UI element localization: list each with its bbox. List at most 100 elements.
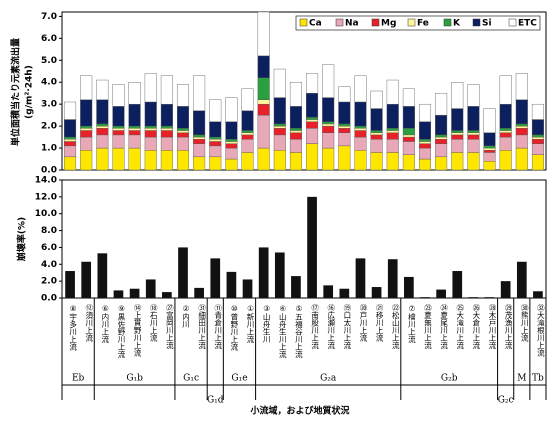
bar-segment — [144, 130, 157, 138]
bar-segment — [354, 75, 367, 103]
plot-frame — [61, 179, 547, 299]
bar-segment — [80, 150, 93, 171]
bar-segment — [96, 123, 109, 127]
y-tick-label: 6.0 — [41, 34, 57, 44]
legend-swatch — [335, 18, 344, 27]
bar-segment — [386, 79, 399, 105]
bar-segment — [289, 106, 302, 129]
bar-segment — [531, 143, 544, 155]
bar-segment — [499, 75, 512, 105]
bar — [339, 288, 350, 298]
bar — [274, 252, 285, 298]
bar-segment — [386, 132, 399, 140]
x-tick-label: ⑯広瀬川上流 — [326, 304, 335, 351]
bar-segment — [112, 84, 125, 107]
group-label: Tb — [532, 374, 544, 384]
bar-segment — [176, 136, 190, 151]
bar-segment — [128, 134, 141, 149]
plot-frame — [61, 11, 547, 171]
legend-label: Si — [482, 19, 492, 29]
bar-segment — [435, 143, 448, 158]
bar-segment — [467, 84, 480, 107]
bar-segment — [257, 99, 270, 105]
bar-segment — [435, 134, 448, 138]
bar — [533, 291, 543, 298]
x-tick-label: ⑤五福谷川上流 — [294, 304, 303, 359]
x-tick-label: ⑭上貫野川上流 — [133, 304, 142, 358]
bar — [323, 285, 334, 298]
bar-segment — [225, 143, 238, 149]
bar-segment — [386, 128, 399, 131]
bar-segment — [515, 125, 528, 129]
bar-segment — [354, 150, 367, 171]
bar-segment — [225, 141, 238, 144]
bar — [162, 292, 172, 298]
bar-segment — [241, 88, 254, 111]
bar-segment — [209, 156, 222, 171]
bar-segment — [273, 128, 286, 136]
bar — [371, 287, 382, 298]
bar-segment — [499, 136, 512, 151]
bar-segment — [193, 136, 206, 140]
bar-segment — [338, 125, 351, 129]
bar-segment — [418, 121, 432, 140]
bar-segment — [306, 73, 319, 94]
y-tick-label: 4.0 — [41, 260, 57, 270]
bar-segment — [370, 130, 383, 133]
bar-segment — [289, 82, 302, 107]
x-tick-label: ㉚熊川上流 — [520, 304, 529, 343]
bar-segment — [370, 152, 383, 171]
x-tick-label: ⑪青倉川上流 — [214, 304, 223, 351]
y-tick-label: 5.0 — [41, 56, 57, 66]
bar-segment — [225, 147, 238, 160]
x-tick-label: ②内川 — [182, 304, 191, 328]
bar-segment — [418, 139, 432, 142]
bar — [226, 271, 237, 298]
legend-label: Ca — [309, 19, 322, 29]
bar-segment — [225, 121, 238, 140]
bar — [242, 279, 253, 298]
group-label: G₁d — [207, 396, 224, 406]
bar-segment — [306, 121, 319, 129]
bar-segment — [289, 132, 302, 140]
bar-segment — [176, 130, 190, 133]
legend-swatch — [371, 18, 380, 27]
bar — [258, 247, 269, 298]
x-tick-label: ⑨黒佐野川上流 — [117, 304, 126, 359]
bar — [194, 287, 204, 298]
legend-label: ETC — [518, 19, 537, 29]
bar-segment — [451, 130, 464, 133]
bar-segment — [515, 134, 528, 149]
bar-segment — [531, 136, 544, 140]
bar — [404, 276, 414, 298]
bar-segment — [193, 156, 206, 171]
bar-segment — [241, 132, 254, 136]
y-tick-label: 0.0 — [41, 166, 57, 176]
bar-segment — [80, 75, 93, 100]
bar — [145, 279, 156, 298]
bar-segment — [467, 139, 480, 153]
bar-segment — [451, 139, 464, 153]
bar-segment — [483, 145, 496, 149]
x-tick-label: ㉖大倉川上流 — [472, 304, 481, 351]
bar-segment — [160, 128, 173, 131]
y-tick-label: 2.0 — [41, 122, 57, 132]
bar-segment — [354, 136, 367, 151]
bar-segment — [306, 143, 319, 171]
bar-segment — [64, 145, 77, 158]
x-tick-label: ⑰南股川上流 — [310, 304, 319, 351]
bar-segment — [241, 130, 254, 133]
bar-segment — [225, 139, 238, 142]
bar — [113, 290, 124, 298]
bar-segment — [483, 161, 496, 171]
bar-segment — [370, 134, 383, 140]
x-tick-label: ㉔夏尾川上流 — [439, 304, 448, 351]
bar-segment — [435, 139, 448, 144]
bar-segment — [467, 106, 480, 131]
bar-segment — [289, 152, 302, 171]
bar-segment — [273, 68, 286, 98]
bar-segment — [144, 73, 157, 103]
bar-segment — [306, 117, 319, 120]
bar-segment — [322, 147, 335, 171]
bar-segment — [96, 79, 109, 100]
